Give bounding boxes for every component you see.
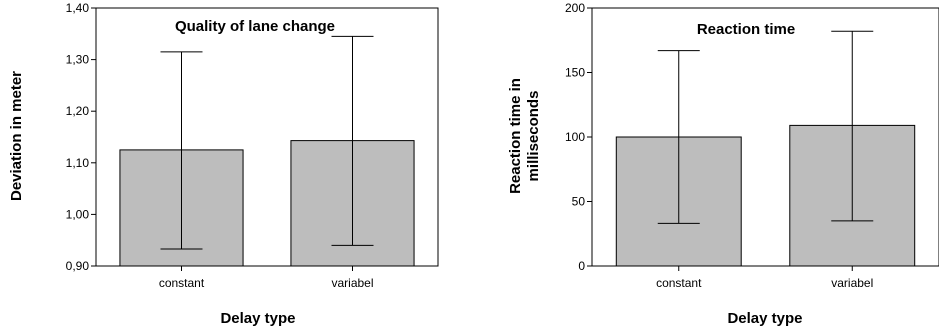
chart-title: Quality of lane change — [175, 18, 335, 35]
x-axis-title: Delay type — [220, 310, 295, 327]
x-tick-label-constant: constant — [656, 276, 702, 290]
y-tick-label: 1,30 — [66, 53, 90, 67]
y-tick-label: 0 — [578, 259, 585, 273]
y-axis-title-line-2: milliseconds — [525, 91, 542, 182]
chart-title: Reaction time — [697, 21, 795, 38]
y-tick-label: 100 — [565, 130, 585, 144]
y-axis-title: Deviation in meter — [8, 71, 25, 201]
plot-frame — [95, 7, 439, 267]
y-tick-label: 200 — [565, 1, 585, 15]
x-tick-label-variabel: variabel — [331, 276, 373, 290]
y-tick-label: 1,00 — [66, 207, 90, 221]
y-tick-label: 1,20 — [66, 104, 90, 118]
y-tick-label: 50 — [572, 195, 586, 209]
x-tick-label-variabel: variabel — [831, 276, 873, 290]
x-tick-label-constant: constant — [159, 276, 205, 290]
y-tick-label: 0,90 — [66, 259, 90, 273]
y-tick-label: 150 — [565, 66, 585, 80]
chart-reaction-time: Reaction time Delay type Reaction time i… — [507, 1, 939, 327]
y-axis-title-line-1: Reaction time in — [507, 78, 524, 194]
y-tick-label: 1,10 — [66, 156, 90, 170]
x-axis-title: Delay type — [727, 310, 802, 327]
y-tick-label: 1,40 — [66, 1, 90, 15]
chart-quality-of-lane-change: Quality of lane change Delay type Deviat… — [8, 1, 439, 327]
